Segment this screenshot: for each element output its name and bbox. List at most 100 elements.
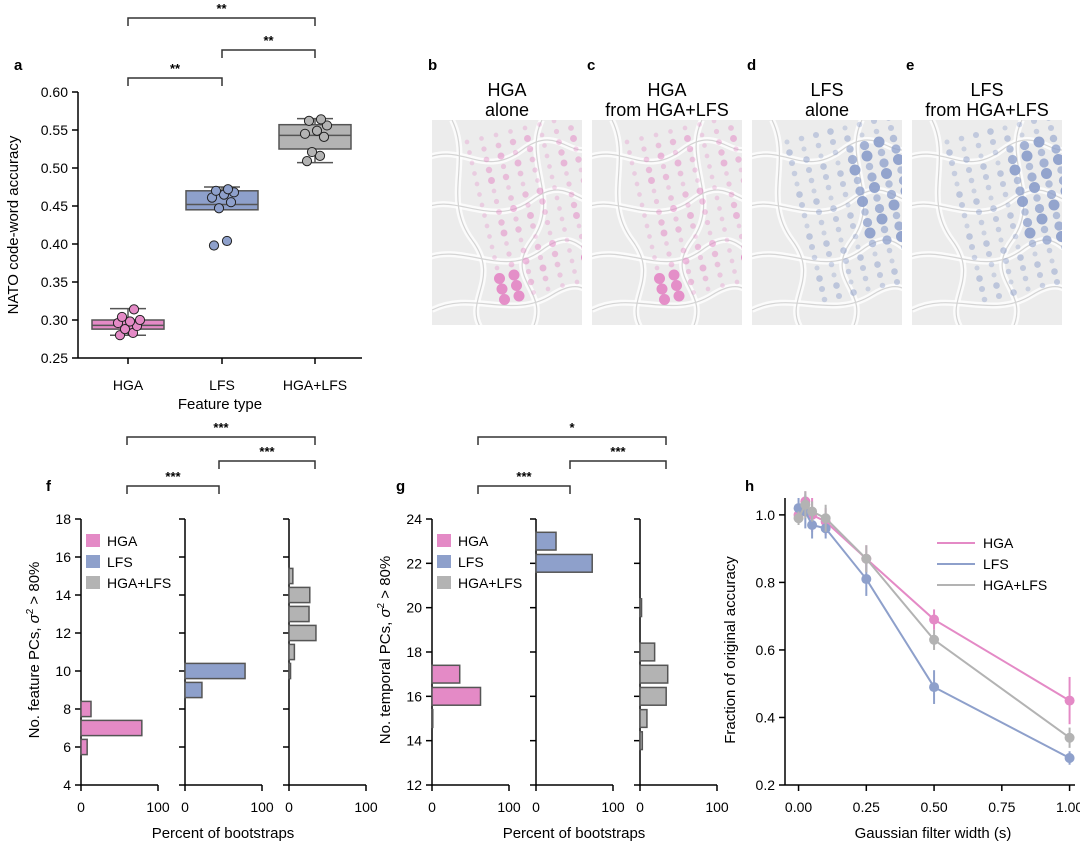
chart-f-sig-0-line <box>126 485 220 494</box>
brain-fold-shadow <box>752 189 902 213</box>
electrode-dot <box>730 201 738 209</box>
electrode-dot <box>719 216 725 222</box>
electrode-dot <box>569 258 575 264</box>
electrode-dot <box>978 219 985 226</box>
electrode-dot <box>741 254 742 261</box>
electrode-dot <box>557 272 563 278</box>
electrode-dot <box>893 154 902 165</box>
electrode-dot <box>1002 191 1009 198</box>
electrode-dot <box>564 171 569 176</box>
chart-g-tick-label-x: 0 <box>428 799 436 815</box>
electrode-dot <box>728 125 734 131</box>
electrode-dot <box>995 160 1001 166</box>
electrode-dot <box>804 223 810 229</box>
electrode-dot <box>479 136 484 141</box>
electrode-dot <box>547 230 553 236</box>
series-point-LFS <box>807 520 818 531</box>
brain-subtitle-e: from HGA+LFS <box>925 100 1049 120</box>
chart-f-sig-1-line <box>218 460 316 469</box>
electrode-dot <box>724 237 730 243</box>
electrode-dot <box>627 150 632 155</box>
chart-g-legend-label: LFS <box>458 554 484 570</box>
chart-g-legend-label: HGA+LFS <box>458 575 522 591</box>
electrode-dot <box>551 250 559 258</box>
chart-f-tick-label-y: 4 <box>63 777 71 793</box>
chart-f-sig-2-label: *** <box>213 420 229 435</box>
electrode-dot <box>657 152 665 160</box>
electrode-dot <box>573 146 579 152</box>
electrode-dot <box>673 290 685 302</box>
chart-g-sig-0: *** <box>477 469 571 494</box>
electrode-dot <box>487 234 492 239</box>
electrode-dot <box>512 149 519 156</box>
electrode-dot <box>525 202 531 208</box>
electrode-dot <box>583 188 590 195</box>
sig-bracket-a-1-line <box>221 49 316 58</box>
tick-label-a-y: 0.45 <box>41 198 68 214</box>
electrode-dot <box>709 240 716 247</box>
electrode-dot <box>485 166 493 174</box>
brain-subtitle-d: alone <box>805 100 849 120</box>
data-point-a <box>299 128 311 139</box>
electrode-dot <box>889 258 895 264</box>
panel-label-b: b <box>428 57 437 74</box>
chart-f-bar <box>80 700 92 718</box>
sig-bracket-a-0-line <box>127 77 223 86</box>
electrode-dot <box>830 205 837 212</box>
chart-g-bar <box>639 708 648 729</box>
electrode-dot <box>668 195 674 201</box>
electrode-dot <box>961 212 968 219</box>
electrode-dot <box>845 268 852 275</box>
electrode-dot <box>1005 202 1011 208</box>
electrode-dot <box>506 251 512 257</box>
electrode-dot <box>493 198 500 205</box>
electrode-dot <box>670 205 677 212</box>
electrode-dot <box>552 185 557 190</box>
electrode-dot <box>691 290 696 295</box>
electrode-dot <box>553 128 560 135</box>
electrode-dot <box>494 273 505 284</box>
electrode-dot <box>692 167 698 173</box>
brain-fold-shadow <box>771 120 805 325</box>
electrode-dot <box>720 283 725 288</box>
electrode-dot <box>1068 217 1079 228</box>
ylabel-a: NATO code-word accuracy <box>5 135 22 314</box>
electrode-dot <box>477 192 482 197</box>
electrode-dot <box>846 145 854 153</box>
electrode-dot <box>791 170 798 177</box>
series-point-HGA+LFS <box>820 513 831 524</box>
chart-g-tick-label-x: 100 <box>497 799 521 815</box>
electrode-dot <box>1009 164 1021 176</box>
electrode-dot <box>489 244 495 250</box>
data-point-a <box>134 314 146 326</box>
electrode-dot <box>532 167 538 173</box>
electrode-dot <box>1060 187 1062 195</box>
electrode-dot <box>1007 212 1014 219</box>
electrode-dot <box>1033 194 1041 202</box>
chart-g-tick-label-x: 0 <box>636 799 644 815</box>
electrode-dot <box>709 174 715 180</box>
electrode-dot <box>828 261 835 268</box>
electrode-dot <box>514 159 522 167</box>
electrode-dot <box>835 160 841 166</box>
electrode-dot <box>513 290 525 302</box>
electrode-dot <box>658 219 665 226</box>
electrode-dot <box>722 227 727 232</box>
electrode-dot <box>966 233 973 240</box>
chart-g-sig-1: *** <box>569 444 667 469</box>
electrode-dot <box>1009 222 1017 230</box>
chart-g-tick-label-y: 20 <box>406 600 422 616</box>
electrode-dot <box>974 265 980 271</box>
electrode-dot <box>873 194 881 202</box>
electrode-dot <box>827 128 834 135</box>
electrode-dot <box>506 185 511 190</box>
electrode-dot <box>794 181 800 187</box>
electrode-dot <box>474 181 480 187</box>
ylabel-h: Fraction of original accuracy <box>722 556 739 744</box>
electrode-dot <box>717 206 722 211</box>
electrode-dot <box>714 261 721 268</box>
brain-fold-shadow <box>592 239 742 263</box>
electrode-dot <box>515 226 522 233</box>
electrode-dot <box>803 156 810 163</box>
